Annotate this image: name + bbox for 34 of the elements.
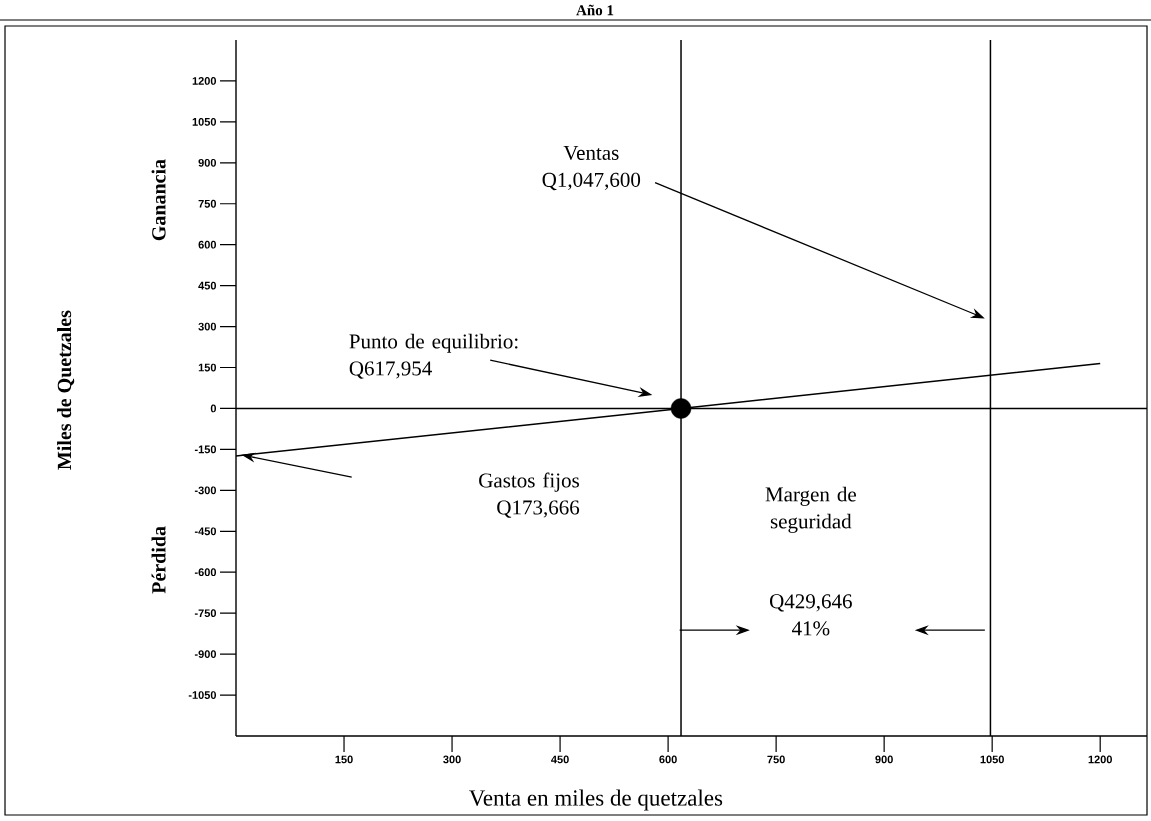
text: Pérdida	[151, 526, 166, 594]
y-tick-label: -600	[194, 568, 217, 577]
x-axis-title: Venta en miles de quetzales	[469, 789, 723, 811]
annotation: Ventas Q1,047,600	[542, 145, 641, 191]
text: Miles de Quetzales	[57, 310, 75, 470]
annotation: Q429,646 41%	[770, 594, 852, 636]
x-tick-label: 1050	[980, 755, 1004, 764]
y-tick-label: -450	[194, 527, 217, 536]
y-tick-label: -1050	[188, 691, 217, 699]
text: Ganancia	[151, 159, 166, 241]
y-tick-label: 0	[210, 404, 217, 413]
x-tick-label: 600	[659, 755, 677, 764]
y-tick-label: -300	[194, 486, 217, 495]
annotation: Punto de equilibrio: Q617,954	[349, 333, 518, 379]
y-tick-label: 1200	[192, 77, 217, 85]
y-tick-label: 150	[198, 363, 217, 372]
y-tick-label: -150	[194, 445, 217, 454]
y-tick-label: 450	[198, 281, 217, 290]
y-tick-label: 750	[198, 199, 217, 208]
y-tick-label: 900	[198, 158, 217, 167]
y-tick-label: -900	[194, 650, 217, 658]
y-tick-label: -750	[194, 609, 217, 618]
x-tick-label: 1200	[1088, 755, 1112, 764]
y-tick-label: 1050	[192, 117, 217, 126]
annotation: Margen de seguridad	[765, 486, 856, 533]
chart-title: Año 1	[576, 4, 614, 16]
x-tick-label: 450	[551, 755, 569, 764]
annotation: Gastos fijos Q173,666	[479, 472, 580, 518]
x-tick-label: 300	[443, 755, 461, 764]
y-tick-label: 600	[198, 240, 217, 249]
y-tick-label: 300	[198, 322, 217, 331]
x-tick-label: 150	[335, 755, 353, 764]
x-tick-label: 750	[767, 755, 785, 764]
x-tick-label: 900	[875, 755, 893, 764]
